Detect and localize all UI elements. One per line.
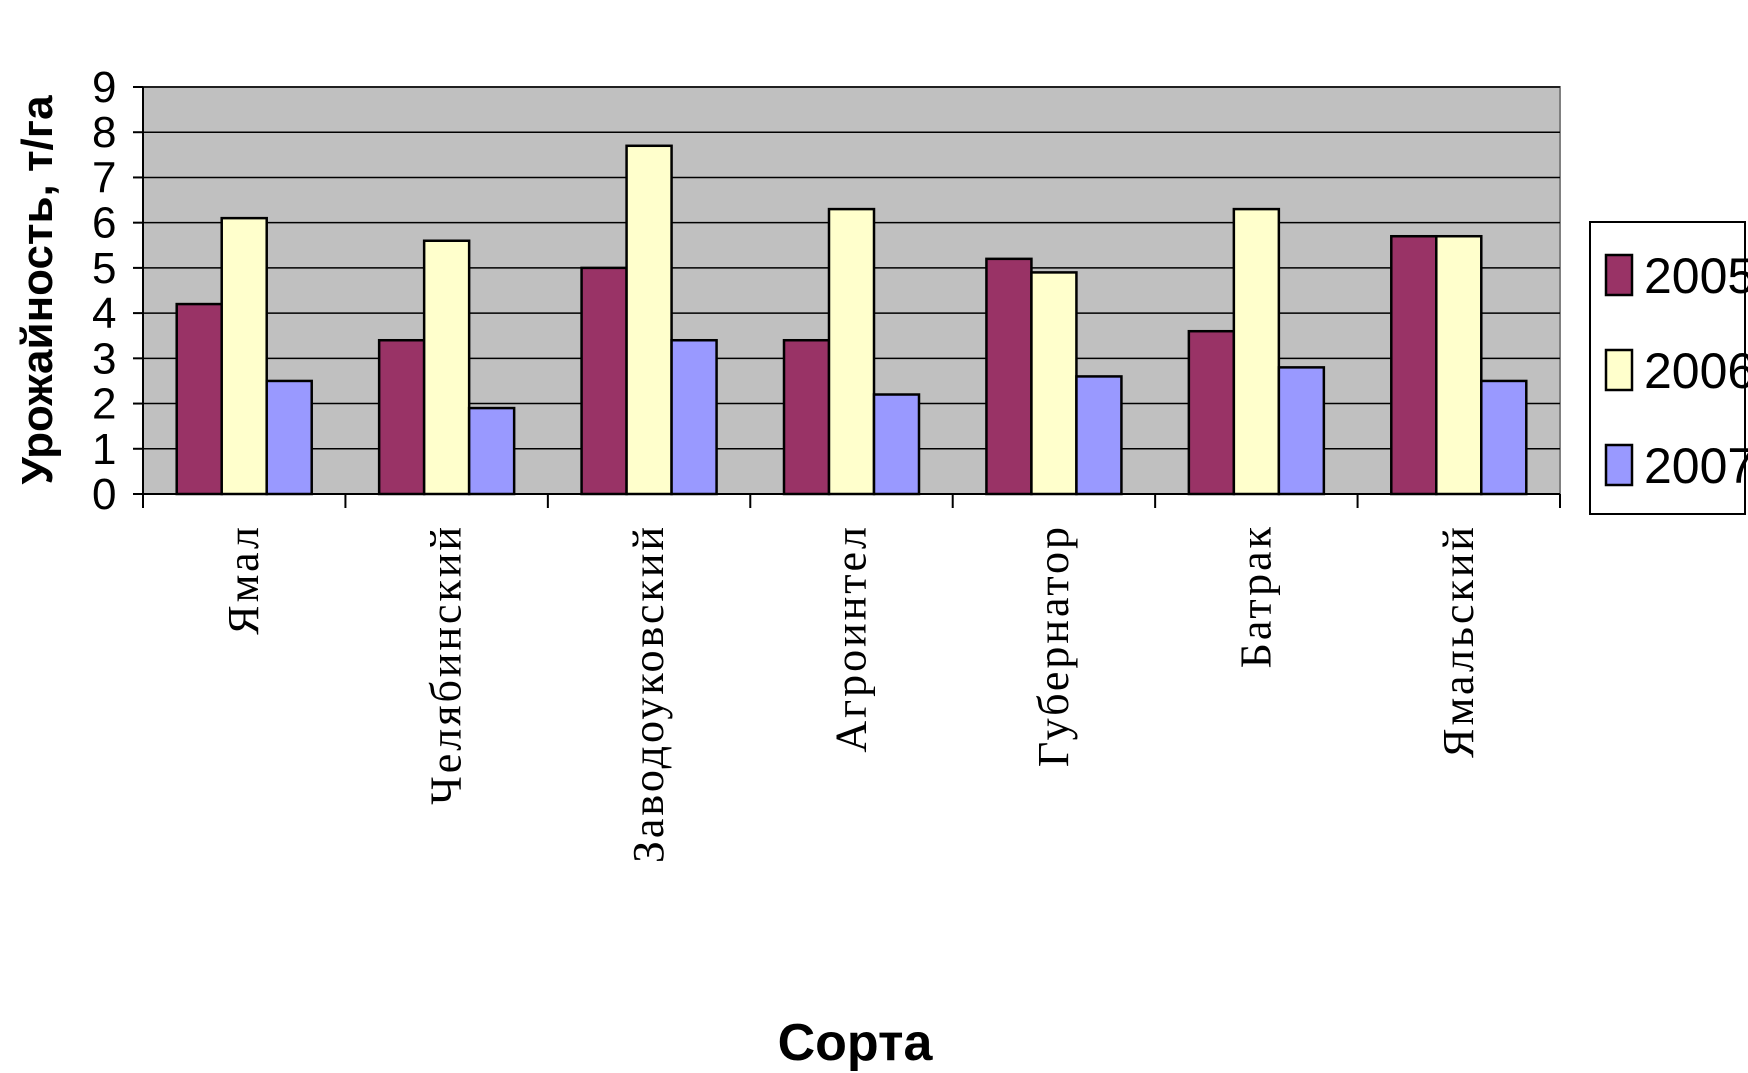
x-axis-title: Сорта <box>778 1014 934 1072</box>
bar-2006-7 <box>1435 234 1483 496</box>
bar-2006-4 <box>827 207 876 496</box>
legend: 2005 2006 2007 <box>1589 221 1748 515</box>
bar-2006-6 <box>1232 207 1281 496</box>
y-tick-label: 6 <box>92 199 116 248</box>
y-tick-label: 3 <box>92 334 116 383</box>
x-category-label: Заводоуковский <box>624 524 673 863</box>
x-category-label: Агроинтел <box>827 524 876 753</box>
bar-2005-3 <box>580 266 628 496</box>
bars <box>175 144 1528 496</box>
bar-2007-3 <box>670 338 718 496</box>
y-tick-label: 1 <box>92 425 116 474</box>
bar-2007-7 <box>1480 379 1528 496</box>
x-category-label: Батрак <box>1231 524 1280 668</box>
bar-2005-7 <box>1390 234 1438 496</box>
legend-swatch-2005 <box>1604 253 1634 297</box>
legend-label-2006: 2006 <box>1644 343 1748 399</box>
y-tick-label: 9 <box>92 63 116 112</box>
x-category-label: Ямальский <box>1434 524 1483 758</box>
y-tick-label: 7 <box>92 153 116 202</box>
legend-swatch-2007 <box>1604 443 1634 487</box>
bar-2005-5 <box>985 257 1033 496</box>
bar-2006-1 <box>220 216 268 496</box>
bar-2005-6 <box>1187 329 1236 496</box>
bar-2007-6 <box>1277 366 1326 496</box>
legend-swatch-2006 <box>1604 348 1634 392</box>
axes <box>133 86 1561 508</box>
legend-label-2007: 2007 <box>1644 438 1748 494</box>
bar-2005-2 <box>377 338 426 496</box>
y-axis-title: Урожайность, т/га <box>13 95 62 485</box>
bar-2007-1 <box>265 379 313 496</box>
x-category-label: Челябинский <box>422 524 471 805</box>
bar-2006-2 <box>422 239 471 496</box>
bar-2007-4 <box>872 393 921 496</box>
x-category-label: Ямал <box>219 524 268 635</box>
x-category-label: Губернатор <box>1029 524 1078 767</box>
y-tick-label: 4 <box>92 289 116 338</box>
bar-2005-4 <box>782 338 831 496</box>
y-tick-label: 2 <box>92 380 116 429</box>
bar-2006-3 <box>625 144 673 496</box>
bar-2006-5 <box>1030 271 1078 496</box>
y-tick-label: 0 <box>92 470 116 519</box>
legend-label-2005: 2005 <box>1644 248 1748 304</box>
x-category-labels: Ямал Челябинский Заводоуковский Агроинтел Гу… <box>219 524 1483 863</box>
bar-2005-1 <box>175 302 223 496</box>
y-tick-label: 5 <box>92 244 116 293</box>
bar-2007-5 <box>1075 375 1123 496</box>
bar-2007-2 <box>467 406 516 496</box>
y-tick-label: 8 <box>92 108 116 157</box>
